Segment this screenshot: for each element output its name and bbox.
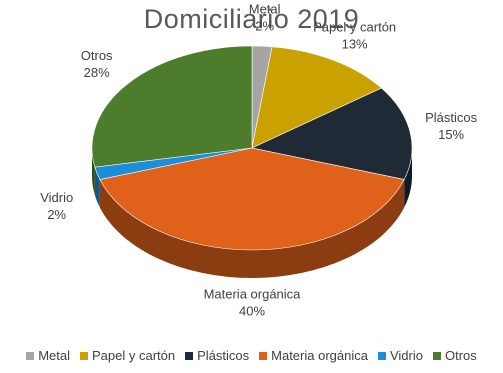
- data-label-category-1: Papel y cartón: [313, 19, 396, 34]
- pie-slice-2: [251, 87, 413, 180]
- pie-slice-side-5: [92, 148, 95, 196]
- legend-label-4: Vidrio: [389, 348, 423, 363]
- legend-item-2: Plásticos: [185, 348, 249, 363]
- pie-slice-5: [91, 45, 253, 168]
- data-label-value-2: 15%: [438, 127, 464, 142]
- data-label-category-0: Metal: [249, 2, 281, 17]
- legend-swatch-1: [80, 351, 88, 360]
- pie-slice-1: [251, 46, 382, 149]
- legend-label-0: Metal: [38, 348, 70, 363]
- legend-item-0: Metal: [26, 348, 70, 363]
- pie-slice-side-3: [99, 179, 405, 278]
- data-label-value-4: 2%: [47, 207, 66, 222]
- legend-swatch-4: [377, 351, 386, 360]
- legend-item-5: Otros: [432, 348, 477, 363]
- data-label-category-2: Plásticos: [425, 110, 478, 125]
- legend-label-2: Plásticos: [197, 348, 250, 363]
- legend-label-1: Papel y cartón: [92, 348, 176, 363]
- legend-label-5: Otros: [444, 348, 477, 363]
- legend-swatch-5: [432, 351, 441, 360]
- data-label-value-1: 13%: [342, 36, 368, 51]
- data-label-category-4: Vidrio: [40, 190, 73, 205]
- chart-title: Domiciliario 2019: [143, 4, 360, 34]
- pie-slice-side-2: [404, 148, 412, 208]
- legend-item-3: Materia orgánica: [259, 348, 368, 363]
- chart-legend: Metal Papel y cartón Plásticos Materia orgá…: [0, 348, 503, 363]
- legend-item-4: Vidrio: [377, 348, 423, 363]
- legend-swatch-3: [259, 351, 268, 360]
- data-label-category-3: Materia orgánica: [204, 287, 302, 302]
- pie-slice-3: [99, 147, 405, 251]
- legend-swatch-0: [26, 351, 35, 360]
- data-label-value-3: 40%: [239, 304, 265, 319]
- legend-swatch-2: [185, 351, 194, 360]
- data-label-value-0: 2%: [255, 19, 274, 34]
- legend-item-1: Papel y cartón: [80, 348, 175, 363]
- data-label-category-5: Otros: [81, 48, 113, 63]
- legend-label-3: Materia orgánica: [271, 348, 368, 363]
- data-label-value-5: 28%: [84, 65, 110, 80]
